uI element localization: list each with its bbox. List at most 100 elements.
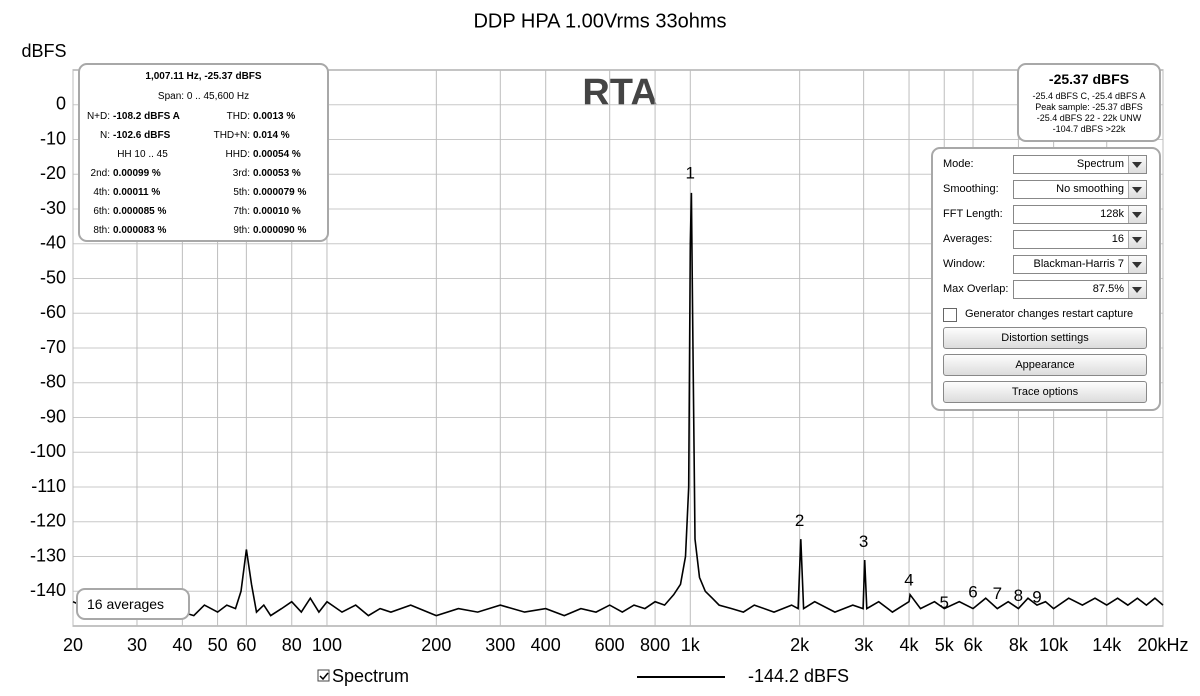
x-tick-label: 8k <box>1009 635 1029 655</box>
x-tick-label: 5k <box>935 635 955 655</box>
button[interactable]: Trace options <box>943 381 1147 403</box>
legend-checkbox[interactable] <box>317 669 330 682</box>
dropdown[interactable]: 87.5% <box>1013 280 1147 299</box>
y-tick-label: -90 <box>40 406 66 426</box>
dropdown-arrow <box>1132 287 1142 293</box>
legend-label: Spectrum <box>332 666 409 686</box>
field-label: Window: <box>943 258 986 270</box>
y-tick-label: -100 <box>30 441 66 461</box>
x-tick-label: 300 <box>485 635 515 655</box>
info-value: -108.2 dBFS A <box>113 111 180 122</box>
x-tick-label: 800 <box>640 635 670 655</box>
button[interactable]: Appearance <box>943 354 1147 376</box>
averages-badge: 16 averages <box>76 588 190 620</box>
info-value: 0.000083 % <box>113 225 167 236</box>
info-label: THD: <box>226 111 250 122</box>
info-label: THD+N: <box>213 130 250 141</box>
info-label: N+D: <box>86 111 110 122</box>
info-label: 3rd: <box>232 168 250 179</box>
level-line: -104.7 dBFS >22k <box>1052 124 1126 134</box>
dropdown-arrow <box>1132 187 1142 193</box>
check <box>319 672 329 681</box>
harmonic-marker: 1 <box>686 164 695 183</box>
dropdown[interactable]: 16 <box>1013 230 1147 249</box>
y-tick-label: -130 <box>30 545 66 565</box>
field-label: Max Overlap: <box>943 283 1009 295</box>
x-tick-label: 100 <box>312 635 342 655</box>
level-line: -25.4 dBFS C, -25.4 dBFS A <box>1032 91 1146 101</box>
legend-readout: -144.2 dBFS <box>748 666 849 686</box>
info-value: 0.00010 % <box>253 206 301 217</box>
rta-label: RTA <box>582 72 657 114</box>
info-label: 6th: <box>93 206 110 217</box>
button[interactable]: Distortion settings <box>943 327 1147 349</box>
x-tick-label: 80 <box>282 635 302 655</box>
x-tick-label: 30 <box>127 635 147 655</box>
dropdown-arrow <box>1132 162 1142 168</box>
info-label: 7th: <box>233 206 250 217</box>
x-tick-label: 600 <box>595 635 625 655</box>
info-value: 0.0013 % <box>253 111 296 122</box>
x-tick-label: 50 <box>208 635 228 655</box>
info-label: HHD: <box>225 149 250 160</box>
harmonic-marker: 8 <box>1014 586 1023 605</box>
info-value: 0.000090 % <box>253 225 307 236</box>
harmonic-marker: 5 <box>940 593 949 612</box>
y-tick-label: -110 <box>31 476 66 496</box>
checkbox-label: Generator changes restart capture <box>965 308 1134 320</box>
dropdown-arrow <box>1132 262 1142 268</box>
dropdown-arrow <box>1132 212 1142 218</box>
field-label: Mode: <box>943 158 974 170</box>
y-tick-label: -120 <box>30 511 66 531</box>
x-tick-label: 60 <box>236 635 256 655</box>
dropdown-arrow <box>1132 237 1142 243</box>
level-line: -25.4 dBFS 22 - 22k UNW <box>1036 113 1142 123</box>
x-tick-label: 40 <box>172 635 192 655</box>
x-tick-label: 20 <box>63 635 83 655</box>
field-label: Smoothing: <box>943 183 999 195</box>
harmonic-marker: 2 <box>795 511 804 530</box>
x-tick-label: 3k <box>854 635 874 655</box>
restart-checkbox[interactable] <box>943 308 957 322</box>
x-tick-label: 1k <box>681 635 701 655</box>
x-tick-label: 2k <box>790 635 810 655</box>
level-box: -25.37 dBFS -25.4 dBFS C, -25.4 dBFS A Pe… <box>1017 63 1161 142</box>
x-tick-label: 10k <box>1039 635 1069 655</box>
info-value: -102.6 dBFS <box>113 130 171 141</box>
info-value: 0.000085 % <box>113 206 167 217</box>
info-value: 0.00054 % <box>253 149 301 160</box>
y-tick-label: -40 <box>40 233 66 253</box>
field-label: Averages: <box>943 233 993 245</box>
dropdown[interactable]: Blackman-Harris 7 <box>1013 255 1147 274</box>
info-value: 0.000079 % <box>253 187 307 198</box>
info-value: 0.00099 % <box>113 168 161 179</box>
info-label: 9th: <box>233 225 250 236</box>
y-tick-label: -60 <box>40 302 66 322</box>
x-tick-label: 20kHz <box>1137 635 1188 655</box>
info-label: 8th: <box>93 225 110 236</box>
harmonic-marker: 9 <box>1032 588 1041 607</box>
x-tick-label: 6k <box>964 635 984 655</box>
info-label: N: <box>100 130 110 141</box>
info-header: 1,007.11 Hz, -25.37 dBFS <box>145 71 262 82</box>
y-tick-label: -20 <box>40 163 66 183</box>
x-tick-label: 200 <box>421 635 451 655</box>
y-axis-label: dBFS <box>21 41 66 61</box>
dropdown[interactable]: 128k <box>1013 205 1147 224</box>
dropdown[interactable]: No smoothing <box>1013 180 1147 199</box>
y-tick-label: -80 <box>40 372 66 392</box>
dropdown[interactable]: Spectrum <box>1013 155 1147 174</box>
info-span: Span: 0 .. 45,600 Hz <box>157 91 250 102</box>
y-tick-label: -70 <box>40 337 66 357</box>
control-panel: Generator changes restart capture Mode: S… <box>931 147 1161 411</box>
spectrum-trace <box>72 192 1164 617</box>
harmonic-marker: 3 <box>859 532 868 551</box>
info-value: 0.00053 % <box>253 168 301 179</box>
info-label: HH 10 .. 45 <box>117 149 168 160</box>
y-tick-label: 0 <box>56 94 66 114</box>
x-tick-label: 400 <box>531 635 561 655</box>
info-label: 4th: <box>93 187 110 198</box>
distortion-info: 1,007.11 Hz, -25.37 dBFS Span: 0 .. 45,6… <box>78 63 329 242</box>
harmonic-marker: 6 <box>968 582 977 601</box>
